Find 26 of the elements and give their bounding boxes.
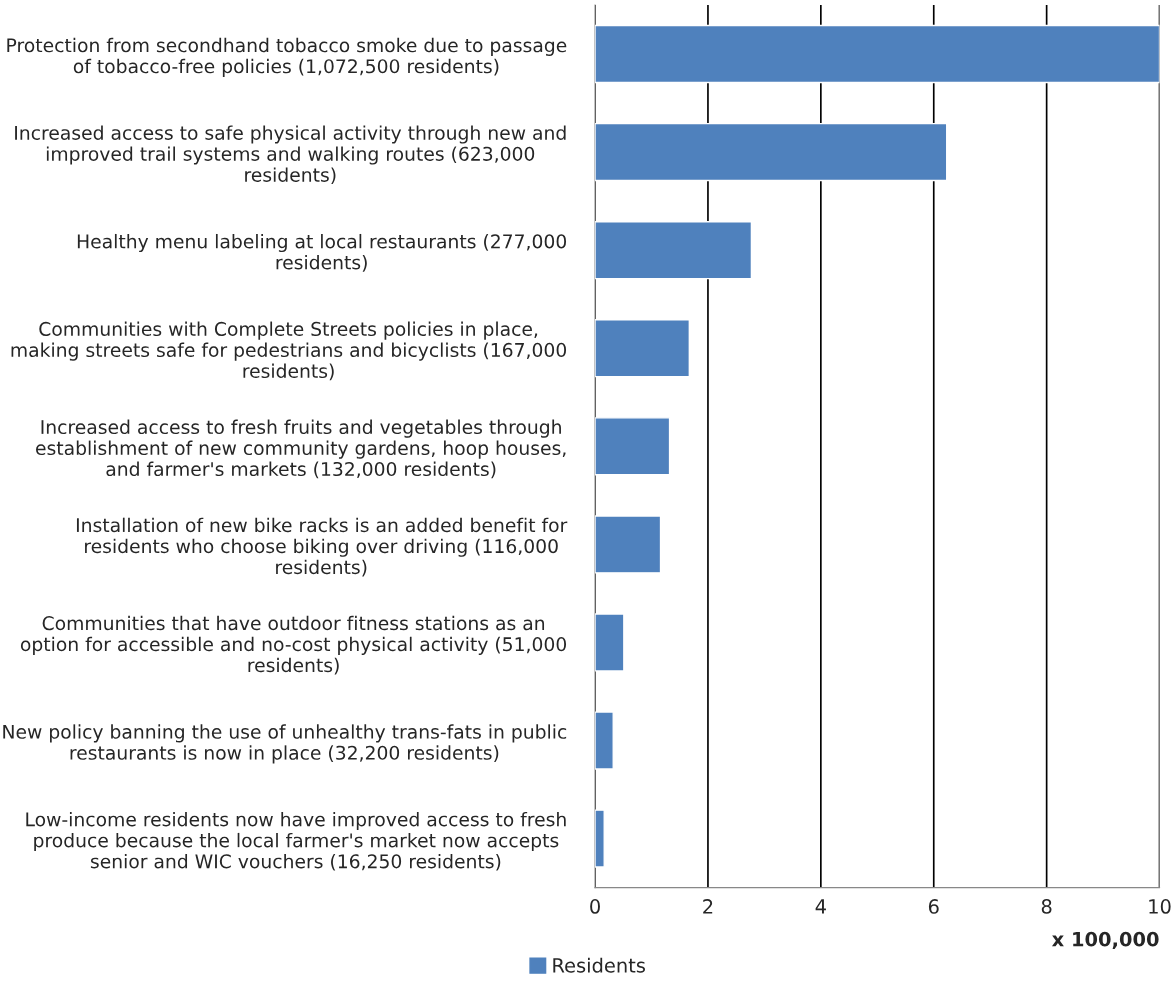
- y-tick-label: Protection from secondhand tobacco smoke due to passage of tobacco-free policies (1,072,500 residents): [7, 37, 567, 77]
- bar: [595, 809, 605, 868]
- y-tick-label: Communities with Complete Streets policies in place, making streets safe for pedestrians and bicyclists (167,000 residents): [11, 321, 567, 381]
- x-tick-label: 10: [1149, 899, 1171, 914]
- x-tick-label: 8: [1041, 899, 1052, 914]
- y-tick-label: Installation of new bike racks is an added benefit for residents who choose biking over driving (116,000 residents): [76, 517, 568, 577]
- bar: [595, 319, 691, 378]
- x-axis-title: x 100,000: [1051, 931, 1159, 949]
- x-tick-label: 0: [590, 899, 600, 914]
- bar: [595, 221, 753, 280]
- legend-label: Residents: [553, 957, 645, 973]
- y-tick-label: New policy banning the use of unhealthy trans-fats in public restaurants is now in place (32,200 residents): [3, 724, 567, 764]
- y-tick-label: Healthy menu labeling at local restaurants (277,000 residents): [77, 233, 567, 272]
- bar: [595, 122, 948, 182]
- y-tick-label: Communities that have outdoor fitness stations as an option for accessible and no-cost physical activity (51,000 residents): [20, 615, 567, 675]
- x-tick-label: 4: [815, 899, 826, 914]
- y-tick-label: Low-income residents now have improved access to fresh produce because the local farmer's market now accepts senior and WIC vouchers (16,250 residents): [26, 811, 566, 871]
- bar: [595, 711, 614, 770]
- x-tick-label: 2: [703, 899, 713, 914]
- y-tick-label: Increased access to fresh fruits and vegetables through establishment of new community gardens, hoop houses, and farmer's markets (132,000 residents): [36, 419, 566, 479]
- y-tick-label: Increased access to safe physical activity through new and improved trail systems and walking routes (623,000 residents): [15, 125, 566, 185]
- bar: [595, 515, 662, 574]
- bar: [595, 417, 671, 476]
- x-tick-label: 6: [928, 899, 939, 914]
- bar: [595, 24, 1160, 84]
- bar: [595, 613, 625, 672]
